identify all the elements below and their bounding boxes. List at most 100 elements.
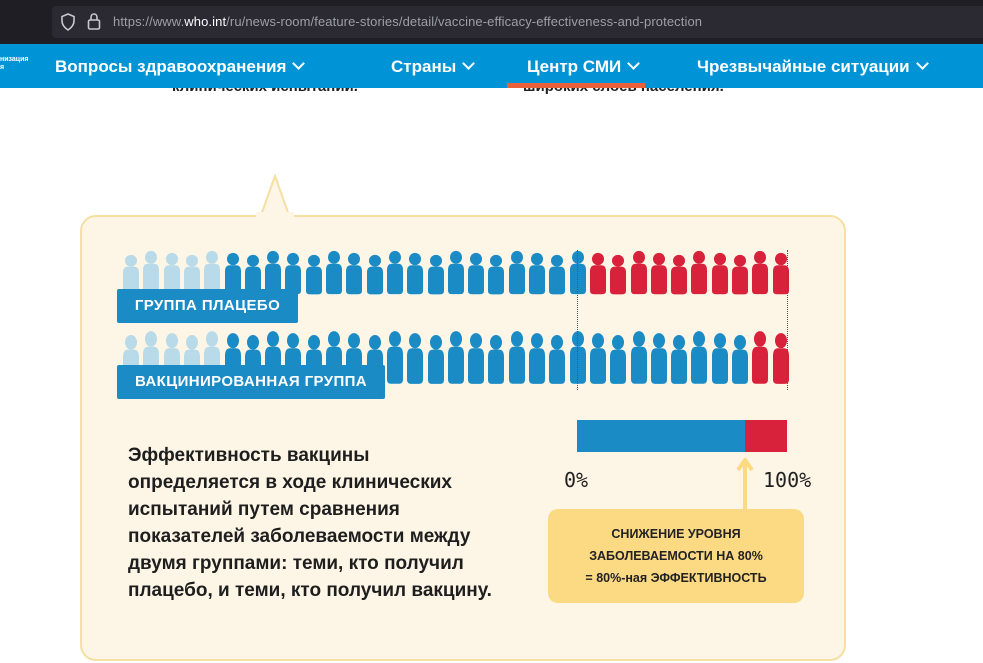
main-navigation: низация я Вопросы здравоохранения Страны… [0,44,983,88]
nav-item-label: Центр СМИ [527,57,622,76]
url-domain: who.int [184,14,227,29]
person-figure-unaffected [508,250,526,301]
person-figure-unaffected [467,332,485,391]
person-figure-unaffected [548,254,566,301]
person-figure-unaffected [224,252,242,301]
person-figure-unaffected [406,332,424,391]
person-figure-affected [630,250,648,301]
description-line: определяется в ходе клинических [128,472,452,493]
url-path: /ru/news-room/feature-stories/detail/vac… [226,14,703,29]
lock-icon[interactable] [87,12,101,30]
person-figure-unaffected [406,252,424,301]
person-figure-unaffected [447,330,465,391]
person-figure-unaffected [731,334,749,391]
person-figure-unaffected [366,254,384,301]
person-figure-affected [609,254,627,301]
logo-line-2: я [0,64,5,71]
nav-item-newsroom[interactable]: Центр СМИ [527,57,641,77]
person-figure-unaffected [528,332,546,391]
shield-icon[interactable] [60,13,76,31]
person-figure-affected [772,332,790,391]
person-figure-unaffected [630,330,648,391]
result-callout: СНИЖЕНИЕ УРОВНЯ ЗАБОЛЕВАЕМОСТИ НА 80% = … [548,509,804,603]
person-figure-unaffected [548,334,566,391]
person-figure-unaffected [386,330,404,391]
person-figure-affected [751,330,769,391]
logo-line-1: низация [0,56,29,63]
description-line: двумя группами: теми, кто получил [128,553,464,574]
person-figure-unaffected [244,254,262,301]
active-nav-indicator [507,83,645,88]
chevron-down-icon [627,57,641,70]
person-figure-unaffected [670,334,688,391]
browser-toolbar: https://www.who.int/ru/news-room/feature… [0,0,983,44]
bar-label-end: 100% [763,468,812,492]
person-figure-faded [122,254,140,301]
person-figure-unaffected [467,252,485,301]
person-figure-affected [650,252,668,301]
description-line: показателей заболеваемости между [128,526,471,547]
person-figure-unaffected [711,332,729,391]
person-figure-affected [690,250,708,301]
person-figure-unaffected [305,254,323,301]
person-figure-unaffected [487,254,505,301]
pointer-joint [256,212,294,220]
url-text[interactable]: https://www.who.int/ru/news-room/feature… [113,14,702,29]
person-figure-unaffected [325,250,343,301]
person-figure-unaffected [528,252,546,301]
nav-item-label: Страны [391,57,457,76]
cut-off-text-left: клинических испытаний. [172,88,358,95]
person-figure-unaffected [650,332,668,391]
vaccinated-group-label: ВАКЦИНИРОВАННАЯ ГРУППА [117,365,385,399]
person-figure-faded [142,250,160,301]
person-figure-unaffected [609,334,627,391]
person-figure-unaffected [284,252,302,301]
who-logo[interactable]: низация я [0,56,34,72]
person-figure-affected [670,254,688,301]
person-figure-faded [183,254,201,301]
efficacy-bar-reduced [577,420,745,452]
nav-item-health-topics[interactable]: Вопросы здравоохранения [55,57,306,77]
person-figure-unaffected [345,252,363,301]
person-figure-unaffected [447,250,465,301]
result-line-2: ЗАБОЛЕВАЕМОСТИ НА 80% [589,549,763,563]
efficacy-bar-remaining [745,420,787,452]
nav-item-label: Вопросы здравоохранения [55,57,287,76]
person-figure-unaffected [589,332,607,391]
cut-off-text-right: широких слоев населения. [523,88,724,95]
person-figure-faded [163,252,181,301]
callout-pointer [259,174,291,219]
person-figure-unaffected [508,330,526,391]
description-text: Эффективность вакцины определяется в ход… [128,442,548,604]
nav-item-emergencies[interactable]: Чрезвычайные ситуации [697,57,929,77]
nav-item-countries[interactable]: Страны [391,57,476,77]
chevron-down-icon [462,57,476,70]
person-figure-affected [731,254,749,301]
description-line: плацебо, и теми, кто получил вакцину. [128,580,492,601]
description-line: испытаний путем сравнения [128,499,400,520]
person-figure-affected [589,252,607,301]
person-figure-faded [203,250,221,301]
person-figure-unaffected [487,334,505,391]
person-figure-unaffected [264,250,282,301]
person-figure-unaffected [427,254,445,301]
chevron-down-icon [292,57,306,70]
bar-start-guide [577,250,578,390]
bar-label-start: 0% [564,468,589,492]
arrow-up-icon [736,458,754,514]
bar-end-guide [787,250,788,390]
result-line-1: СНИЖЕНИЕ УРОВНЯ [611,527,741,541]
person-figure-unaffected [386,250,404,301]
nav-item-label: Чрезвычайные ситуации [697,57,910,76]
person-figure-affected [711,252,729,301]
description-line: Эффективность вакцины [128,445,370,466]
address-bar[interactable] [52,6,983,38]
result-line-3: = 80%-ная ЭФФЕКТИВНОСТЬ [585,571,767,585]
url-prefix: https://www. [113,14,185,29]
chevron-down-icon [915,57,929,70]
person-figure-affected [772,252,790,301]
placebo-group-label: ГРУППА ПЛАЦЕБО [117,289,298,323]
person-figure-affected [751,250,769,301]
person-figure-unaffected [427,334,445,391]
person-figure-unaffected [690,330,708,391]
